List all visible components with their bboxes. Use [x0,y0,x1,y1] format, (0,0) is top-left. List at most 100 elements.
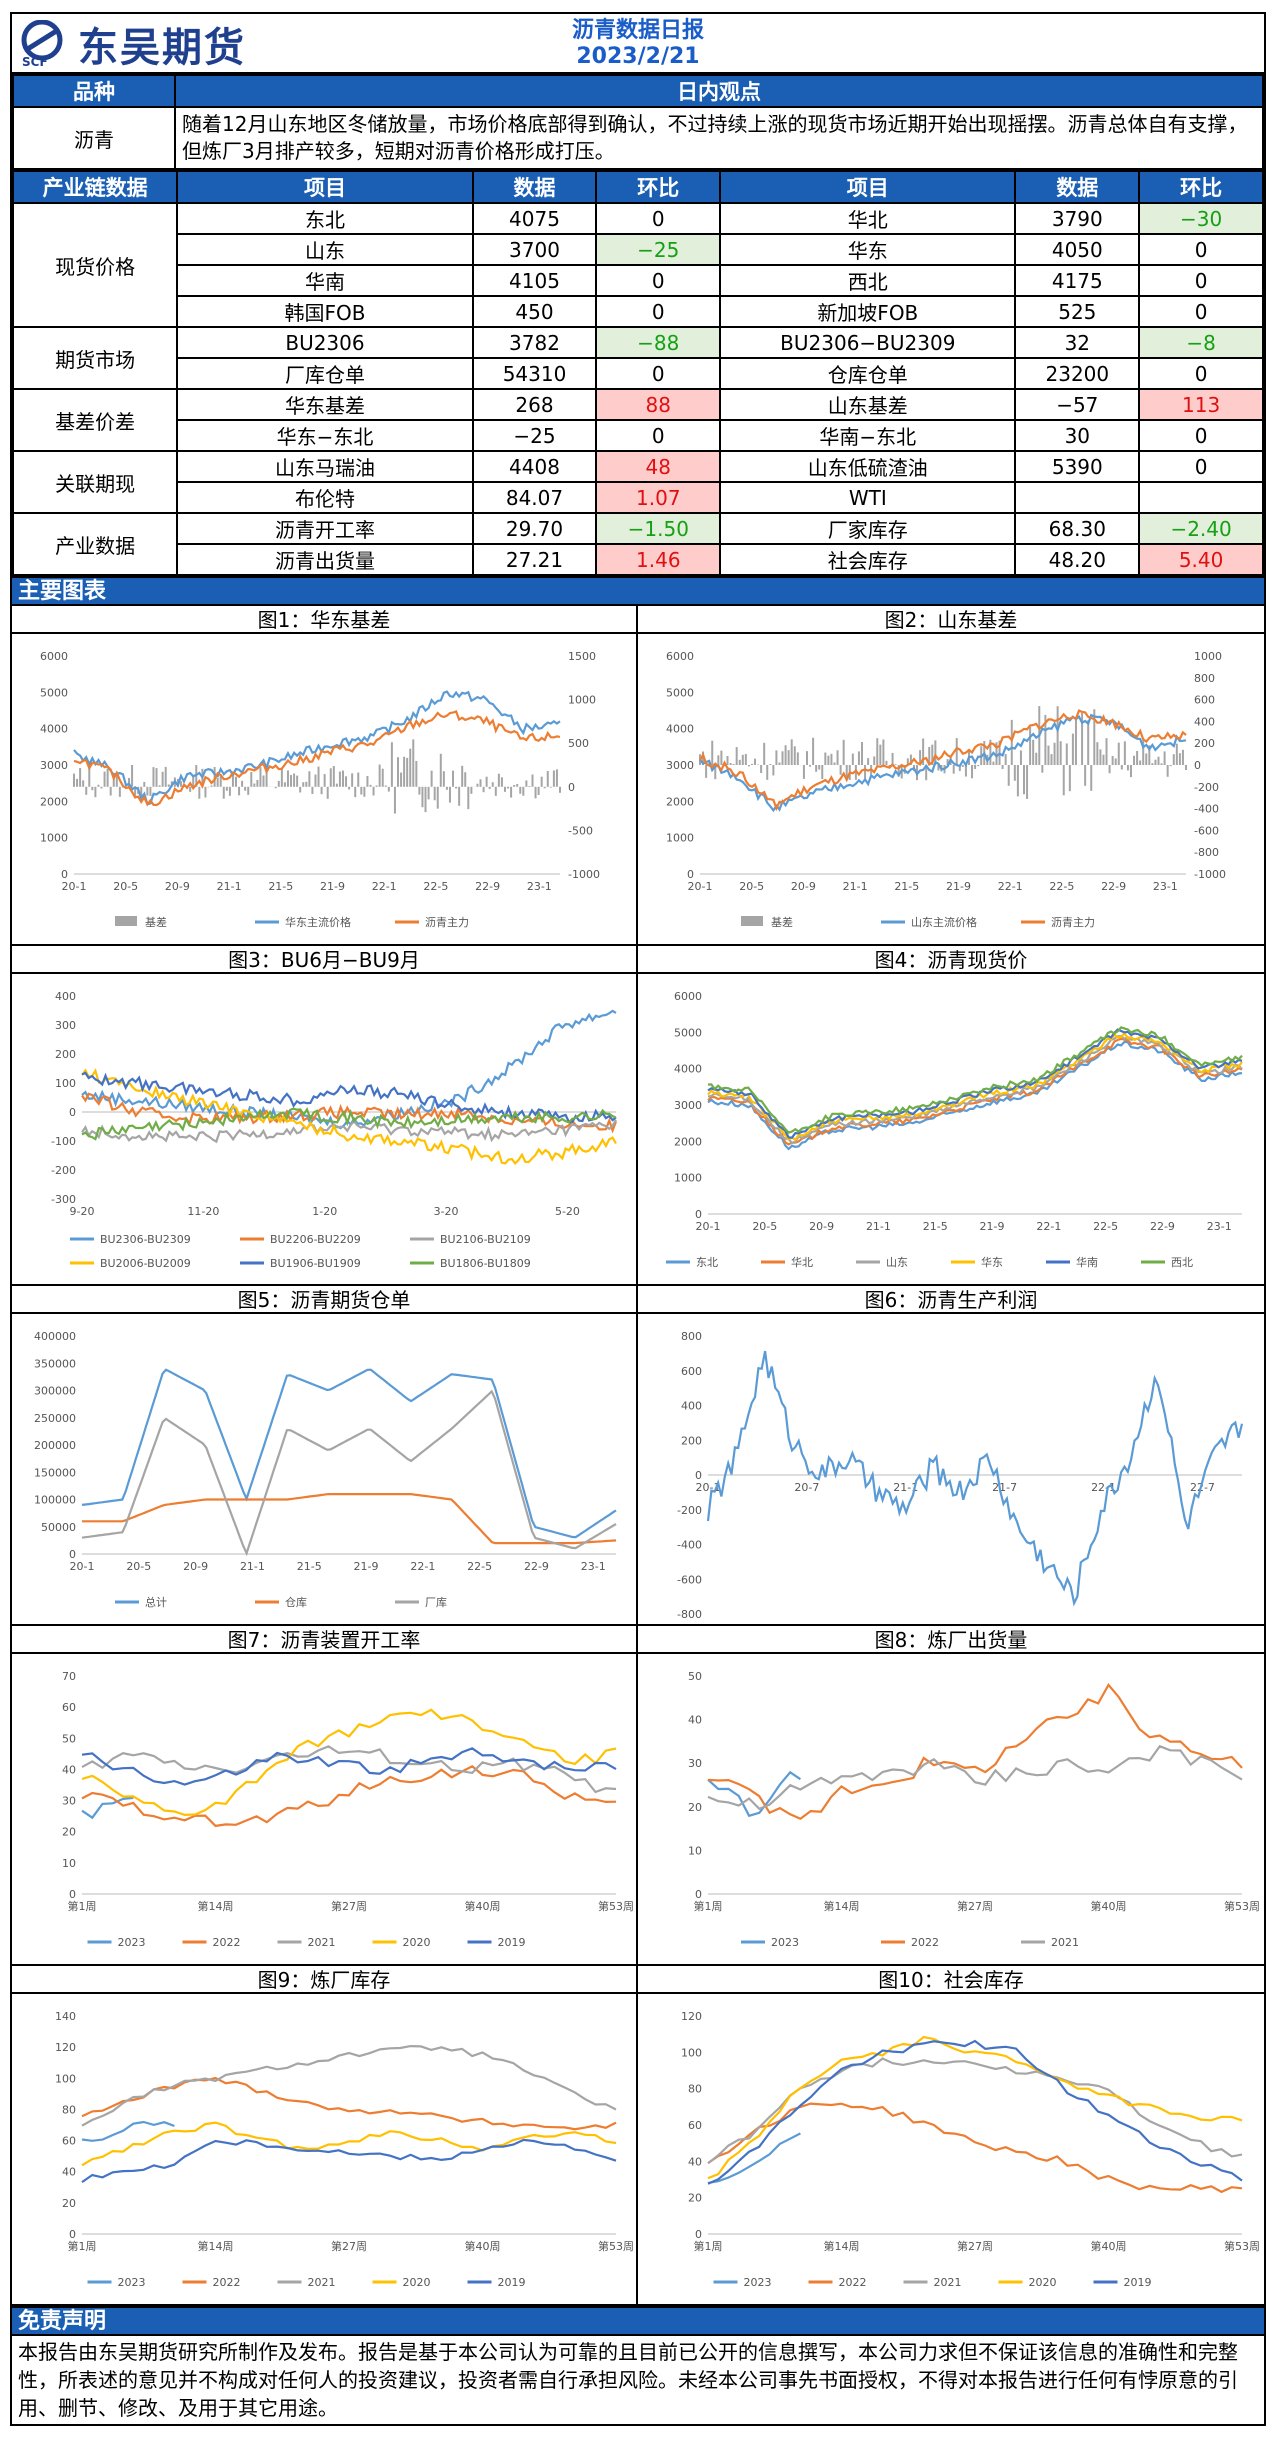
col-view: 日内观点 [174,74,1264,108]
change-cell [1138,481,1264,514]
series-line [73,709,561,807]
value-cell: −57 [1014,388,1141,421]
y-tick-label: 40 [62,1763,76,1776]
y-tick-label: 2000 [674,1135,702,1148]
change-cell: 113 [1138,388,1264,421]
y-tick-label: 60 [62,1701,76,1714]
y-tick-label: 1000 [40,832,68,845]
chart-svg: 0 20 40 60 80 100 120 第1周 第14周 第27周 第40周 第53周 2023 20… [681,2010,1260,2289]
series-line [699,709,1187,812]
value-cell: 27.21 [471,543,598,576]
y-tick-label: 20 [688,1801,702,1814]
y-tick-label: 2000 [666,795,694,808]
legend-label: 2021 [1051,1936,1079,1949]
legend-label: 2019 [1124,2276,1152,2289]
chart-svg: -300 -200 -100 0 100 200 300 400 9-20 11-20 1-20 3-… [51,990,618,1270]
y-tick-label: 3000 [666,759,694,772]
y-tick-label: 300000 [34,1385,76,1398]
chart-panel: 图3：BU6月−BU9月 -300 -200 -100 0 100 200 300 400 9-2… [12,946,638,1286]
series-line [73,690,561,806]
item-cell: 华北 [719,202,1017,235]
x-tick-label: 22-9 [524,1560,549,1573]
legend-label: 2020 [403,2276,431,2289]
series-line [81,1368,617,1539]
change-cell: −25 [595,233,722,266]
y2-tick-label: 200 [1194,737,1215,750]
x-tick-label: 21-1 [893,1481,918,1494]
report-title: 沥青数据日报 [571,18,704,43]
x-tick-label: 20-9 [183,1560,208,1573]
change-cell: −30 [1138,202,1264,235]
legend-label: 西北 [1171,1256,1193,1269]
y-tick-label: 200 [55,1048,76,1061]
series-line [81,1764,617,1828]
y-tick-label: 350000 [34,1357,76,1370]
value-cell: 3782 [471,326,598,359]
y2-tick-label: 500 [568,737,589,750]
change-cell: 0 [1138,450,1264,483]
y-tick-label: 4000 [674,1063,702,1076]
item-cell: 仓库仓单 [719,357,1017,390]
svg-text:SCF: SCF [22,55,48,68]
y-tick-label: 5000 [40,686,68,699]
legend-label: 华北 [791,1255,813,1269]
chart-panel: 图6：沥青生产利润 -800 -600 -400 -200 0 200 400 600 800 20… [638,1286,1264,1626]
series-line [707,1040,1243,1151]
x-tick-label: 22-1 [998,880,1023,893]
legend-label: 山东主流价格 [911,915,977,929]
x-tick-label: 21-9 [320,880,345,893]
y-tick-label: 10 [62,1857,76,1870]
chart-panel: 图8：炼厂出货量 0 10 20 30 40 50 第1周 第14周 第27周 第40周 第53周 20… [638,1626,1264,1966]
series-line [81,2121,617,2167]
y-tick-label: -200 [51,1164,76,1177]
legend-label: 2023 [744,2276,772,2289]
x-tick-label: 20-5 [752,1220,777,1233]
y-tick-label: 1000 [674,1172,702,1185]
company-name: 东吴期货 [78,25,246,71]
chart-title: 图1：华东基差 [12,606,636,634]
y-tick-label: 80 [62,2103,76,2116]
table-row: 华南 4105 0 西北 4175 0 [13,264,1264,297]
change-cell: −8 [1138,326,1264,359]
change-cell: 48 [595,450,722,483]
company-logo: SCF 东吴期货 [18,20,246,71]
x-tick-label: 21-5 [297,1560,322,1573]
series-line [81,1092,618,1134]
x-tick-label: 22-1 [372,880,397,893]
change-cell: 88 [595,388,722,421]
value-cell: 3700 [471,233,598,266]
y-tick-label: 120 [55,2041,76,2054]
y-tick-label: 0 [61,868,68,881]
x-tick-label: 21-1 [866,1220,891,1233]
y-tick-label: 20 [688,2192,702,2205]
y-tick-label: 0 [69,1548,76,1561]
legend-label: 东北 [696,1256,718,1269]
value-cell: 5390 [1014,450,1141,483]
x-tick-label: 第14周 [824,2239,860,2253]
x-tick-label: 第53周 [1224,2239,1260,2253]
y2-tick-label: -400 [1194,803,1219,816]
series-line [707,1031,1243,1142]
y-tick-label: -100 [51,1135,76,1148]
y-tick-label: 0 [69,2228,76,2241]
change-cell: 0 [1138,419,1264,452]
y-tick-label: 4000 [666,723,694,736]
legend-label: 华东主流价格 [285,915,351,929]
x-tick-label: 22-9 [1150,1220,1175,1233]
legend-label: BU2206-BU2209 [270,1233,361,1246]
change-cell: 1.07 [595,481,722,514]
series-line [81,1106,617,1141]
y2-tick-label: -200 [1194,781,1219,794]
series-line [707,2039,1243,2185]
y-tick-label: 30 [688,1757,702,1770]
y-tick-label: 80 [688,2083,702,2096]
chart-panel: 图1：华东基差 0 1000 2000 3000 4000 5000 6000 -1000 -50… [12,606,638,946]
item-cell: 山东基差 [719,388,1017,421]
legend-label: 华东 [981,1255,1003,1269]
y-tick-label: 6000 [40,650,68,663]
x-tick-label: 23-1 [581,1560,606,1573]
value-cell: −25 [471,419,598,452]
y-tick-label: 0 [695,2228,702,2241]
x-tick-label: 22-5 [1093,1220,1118,1233]
change-cell: 5.40 [1138,543,1264,576]
